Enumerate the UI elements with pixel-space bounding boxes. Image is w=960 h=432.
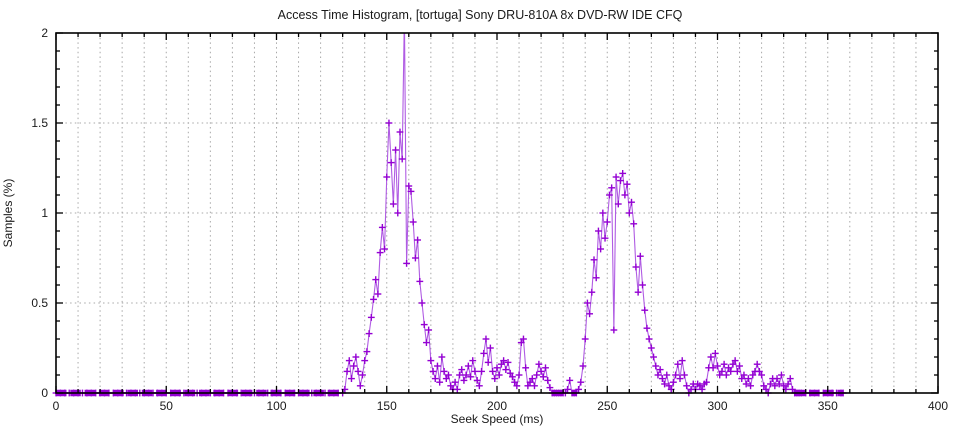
- svg-text:350: 350: [818, 399, 838, 413]
- series-line: [56, 32, 844, 395]
- svg-text:250: 250: [597, 399, 617, 413]
- svg-text:100: 100: [266, 399, 286, 413]
- svg-text:400: 400: [928, 399, 948, 413]
- svg-text:0: 0: [53, 399, 60, 413]
- axis-ticks: [55, 32, 939, 394]
- svg-text:1: 1: [41, 206, 48, 220]
- y-tick-labels: 0 0.5 1 1.5 2: [31, 26, 48, 400]
- svg-text:2: 2: [41, 26, 48, 40]
- x-axis-label: Seek Speed (ms): [450, 412, 544, 426]
- chart-title: Access Time Histogram, [tortuga] Sony DR…: [277, 8, 683, 22]
- svg-text:50: 50: [160, 399, 174, 413]
- data-point-markers: [52, 119, 847, 397]
- y-axis-label: Samples (%): [1, 178, 15, 248]
- gridlines: [56, 33, 938, 393]
- svg-text:1.5: 1.5: [31, 116, 48, 130]
- svg-text:200: 200: [487, 399, 507, 413]
- svg-text:0.5: 0.5: [31, 296, 48, 310]
- data-series-samples: [56, 32, 844, 397]
- svg-text:0: 0: [41, 386, 48, 400]
- svg-text:150: 150: [377, 399, 397, 413]
- svg-text:300: 300: [707, 399, 727, 413]
- x-tick-labels: 0 50 100 150 200 250 300 350 400: [53, 399, 949, 413]
